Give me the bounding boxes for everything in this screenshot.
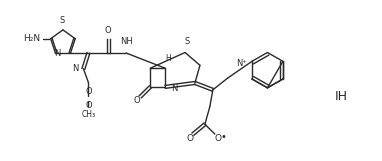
Text: N: N	[171, 84, 178, 93]
Text: N⁺: N⁺	[236, 59, 247, 68]
Text: IH: IH	[334, 90, 347, 103]
Text: H₂N: H₂N	[24, 34, 41, 43]
Text: •: •	[221, 132, 227, 142]
Text: O: O	[186, 134, 194, 143]
Text: CH₃: CH₃	[81, 110, 96, 119]
Text: O: O	[133, 96, 140, 105]
Text: O: O	[214, 134, 221, 143]
Text: N: N	[54, 49, 60, 58]
Text: S: S	[59, 16, 65, 25]
Text: N: N	[72, 64, 78, 73]
Text: O: O	[105, 26, 112, 35]
Text: O: O	[85, 87, 92, 96]
Text: O: O	[85, 101, 92, 110]
Text: S: S	[185, 37, 189, 46]
Text: H: H	[165, 54, 171, 63]
Text: NH: NH	[120, 37, 133, 46]
